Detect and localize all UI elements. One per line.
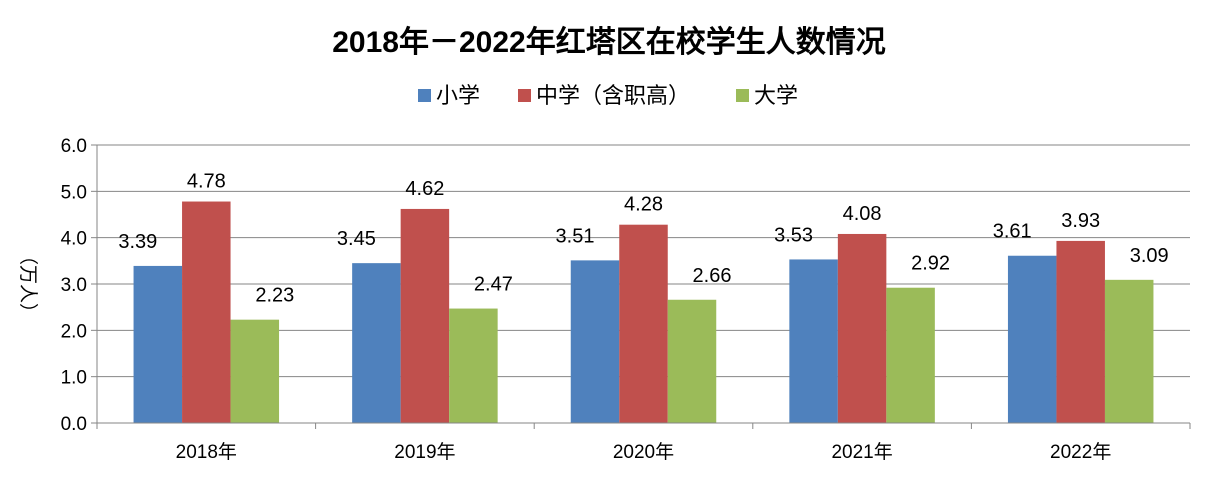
- y-tick-label: 6.0: [61, 136, 87, 157]
- bar: [352, 263, 401, 423]
- x-tick-label: 2019年: [394, 441, 455, 463]
- bar: [1056, 240, 1105, 423]
- bar: [789, 259, 838, 423]
- data-label: 3.53: [774, 224, 813, 246]
- legend: 小学 中学（含职高） 大学: [418, 83, 798, 108]
- legend-swatch: [418, 89, 431, 102]
- bar: [1007, 255, 1057, 423]
- bar: [1104, 279, 1154, 423]
- y-tick-label: 3.0: [61, 275, 87, 296]
- x-tick-label: 2022年: [1050, 441, 1111, 463]
- data-label: 4.62: [405, 178, 444, 200]
- data-label: 3.51: [556, 225, 595, 247]
- x-tick-label: 2021年: [831, 441, 892, 463]
- axes: 0.0 1.0 2.0 3.0 4.0 5.0 6.0 2018年 2019年 2020年 2021…: [61, 136, 1191, 463]
- legend-label: 大学: [754, 83, 798, 108]
- bar: [449, 308, 498, 423]
- y-axis-label: （万人）: [17, 246, 39, 322]
- data-label: 3.45: [337, 228, 376, 250]
- data-label: 2.66: [693, 265, 732, 287]
- data-label: 2.23: [255, 285, 294, 307]
- data-label: 3.61: [993, 221, 1032, 243]
- bars: [133, 201, 1154, 423]
- data-label: 4.28: [624, 194, 663, 216]
- y-tick-label: 0.0: [61, 414, 87, 435]
- x-tick-label: 2020年: [613, 441, 674, 463]
- data-labels: 3.39 4.78 2.23 3.45 4.62 2.47 3.51 4.28 2.66 3.53…: [118, 171, 1168, 307]
- data-label: 4.78: [187, 171, 226, 193]
- y-tick-label: 2.0: [61, 321, 87, 342]
- bar: [886, 287, 935, 423]
- legend-swatch: [518, 89, 531, 102]
- bar: [619, 224, 668, 423]
- bar: [182, 201, 231, 423]
- bar: [667, 299, 717, 423]
- bar: [400, 208, 450, 423]
- x-tick-label: 2018年: [176, 441, 237, 463]
- bar: [837, 233, 887, 423]
- bar: [230, 319, 280, 423]
- y-tick-label: 1.0: [61, 368, 87, 389]
- legend-label: 小学: [436, 83, 480, 108]
- data-label: 3.93: [1061, 210, 1100, 232]
- legend-label: 中学（含职高）: [536, 83, 690, 108]
- y-tick-label: 4.0: [61, 229, 87, 250]
- legend-swatch: [736, 89, 749, 102]
- data-label: 2.47: [474, 274, 513, 296]
- data-label: 2.92: [911, 253, 950, 275]
- bar: [133, 265, 183, 423]
- chart-title: 2018年－2022年红塔区在校学生人数情况: [332, 25, 885, 59]
- data-label: 4.08: [843, 203, 882, 225]
- y-tick-label: 5.0: [61, 182, 87, 203]
- data-label: 3.39: [118, 231, 157, 253]
- bar: [570, 260, 620, 423]
- data-label: 3.09: [1130, 245, 1169, 267]
